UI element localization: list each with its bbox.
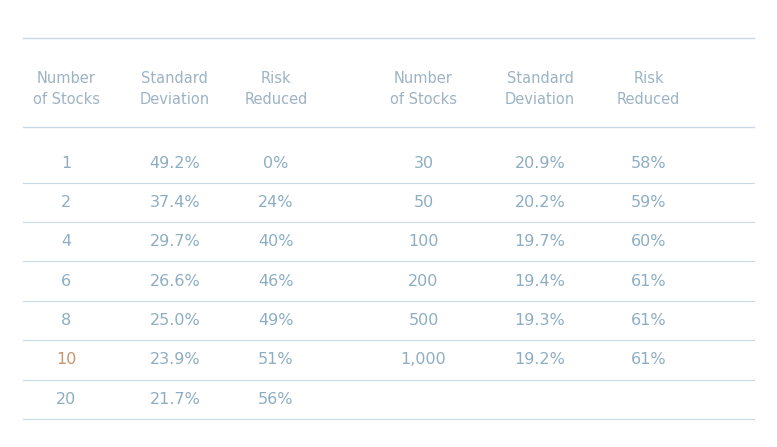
Text: 10: 10 <box>56 352 76 367</box>
Text: 4: 4 <box>61 234 71 249</box>
Text: 30: 30 <box>413 156 434 171</box>
Text: 100: 100 <box>408 234 439 249</box>
Text: 51%: 51% <box>258 352 294 367</box>
Text: 61%: 61% <box>631 352 667 367</box>
Text: 19.4%: 19.4% <box>514 274 566 289</box>
Text: 59%: 59% <box>631 195 667 210</box>
Text: Number
of Stocks: Number of Stocks <box>33 72 99 107</box>
Text: 500: 500 <box>408 313 439 328</box>
Text: 46%: 46% <box>258 274 294 289</box>
Text: 61%: 61% <box>631 274 667 289</box>
Text: Risk
Reduced: Risk Reduced <box>244 72 308 107</box>
Text: 200: 200 <box>408 274 439 289</box>
Text: Standard
Deviation: Standard Deviation <box>140 72 210 107</box>
Text: 37.4%: 37.4% <box>149 195 200 210</box>
Text: 1: 1 <box>61 156 71 171</box>
Text: 21.7%: 21.7% <box>149 392 200 407</box>
Text: 60%: 60% <box>631 234 667 249</box>
Text: 49.2%: 49.2% <box>149 156 200 171</box>
Text: 29.7%: 29.7% <box>149 234 200 249</box>
Text: 2: 2 <box>61 195 71 210</box>
Text: 19.3%: 19.3% <box>514 313 566 328</box>
Text: Number
of Stocks: Number of Stocks <box>390 72 457 107</box>
Text: 8: 8 <box>61 313 71 328</box>
Text: 19.2%: 19.2% <box>514 352 566 367</box>
Text: 26.6%: 26.6% <box>149 274 200 289</box>
Text: Standard
Deviation: Standard Deviation <box>505 72 575 107</box>
Text: 20.2%: 20.2% <box>514 195 566 210</box>
Text: 40%: 40% <box>258 234 294 249</box>
Text: 1,000: 1,000 <box>401 352 446 367</box>
Text: 58%: 58% <box>631 156 667 171</box>
Text: 23.9%: 23.9% <box>149 352 200 367</box>
Text: 50: 50 <box>413 195 434 210</box>
Text: 24%: 24% <box>258 195 294 210</box>
Text: 25.0%: 25.0% <box>149 313 200 328</box>
Text: 49%: 49% <box>258 313 294 328</box>
Text: 19.7%: 19.7% <box>514 234 566 249</box>
Text: Risk
Reduced: Risk Reduced <box>617 72 681 107</box>
Text: 6: 6 <box>61 274 71 289</box>
Text: 20.9%: 20.9% <box>514 156 566 171</box>
Text: 56%: 56% <box>258 392 294 407</box>
Text: 61%: 61% <box>631 313 667 328</box>
Text: 0%: 0% <box>263 156 288 171</box>
Text: 20: 20 <box>56 392 76 407</box>
